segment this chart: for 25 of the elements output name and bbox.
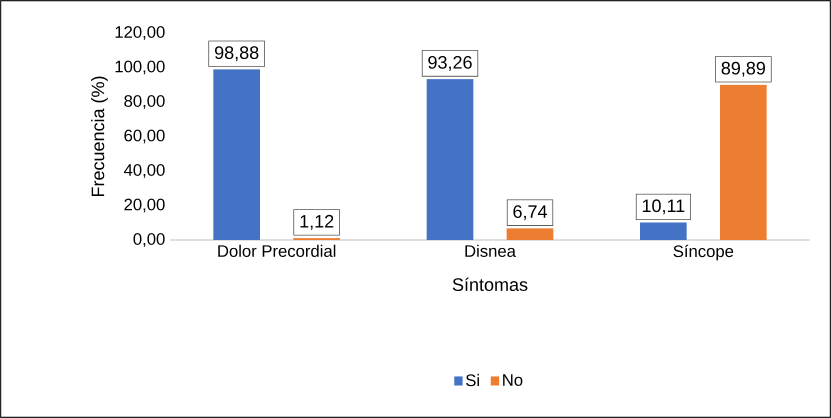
legend-label: Si: [466, 374, 479, 386]
y-tick-label: 120,00: [116, 26, 165, 40]
bar: [640, 222, 687, 240]
data-label: 1,12: [300, 214, 334, 230]
x-tick-label: Dolor Precordial: [218, 244, 336, 257]
y-tick-label: 40,00: [124, 164, 165, 178]
y-tick-label: 0,00: [134, 233, 165, 247]
y-tick-label: 100,00: [116, 60, 165, 74]
data-label: 89,89: [722, 62, 766, 77]
data-label: 10,11: [642, 199, 684, 214]
data-label: 6,74: [513, 205, 547, 220]
y-tick-label: 60,00: [124, 130, 165, 144]
x-tick-label: Disnea: [465, 244, 516, 257]
data-label: 98,88: [214, 46, 258, 62]
y-tick-label: 20,00: [124, 198, 165, 212]
bar: [426, 79, 474, 240]
bar: [506, 228, 554, 240]
legend-label: No: [503, 374, 522, 386]
bar: [213, 69, 260, 240]
y-tick-label: 80,00: [124, 95, 165, 109]
y-axis-title: Frecuencia (%): [91, 76, 108, 196]
x-axis-title: Síntomas: [452, 278, 528, 292]
bar: [720, 84, 767, 240]
x-tick-label: Síncope: [674, 244, 734, 260]
data-label: 93,26: [428, 56, 472, 71]
